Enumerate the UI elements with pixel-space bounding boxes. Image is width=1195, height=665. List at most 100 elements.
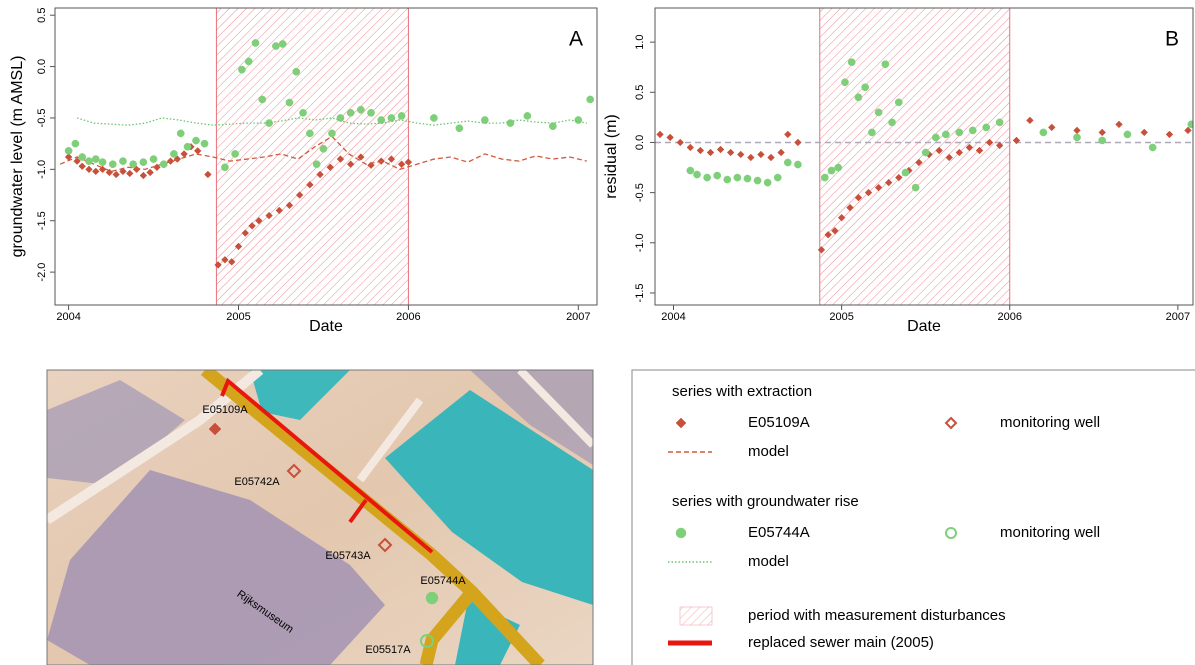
point	[170, 150, 178, 158]
point	[404, 158, 413, 166]
point	[1148, 143, 1157, 152]
point	[306, 181, 314, 189]
y-tick-label: -0.5	[36, 108, 48, 127]
point	[784, 130, 792, 139]
y-tick-label: -1.0	[36, 160, 48, 179]
y-tick-label: 0.0	[36, 59, 48, 74]
x-axis-label: Date	[309, 318, 343, 335]
point	[234, 242, 243, 251]
point	[78, 153, 87, 161]
y-tick-label: 0.5	[634, 85, 646, 100]
building	[47, 380, 185, 485]
point	[884, 178, 893, 187]
point	[1012, 136, 1021, 145]
point	[586, 95, 595, 104]
map: E05109AE05742AE05743AE05744AE05517ARijks…	[47, 370, 593, 665]
point	[278, 40, 287, 48]
well-label: E05109A	[202, 404, 248, 416]
point	[481, 116, 489, 124]
sewer-main	[220, 377, 434, 554]
point	[706, 148, 715, 157]
point	[312, 160, 321, 169]
point	[968, 126, 977, 135]
point	[193, 147, 202, 155]
point	[824, 231, 832, 239]
point	[834, 163, 843, 172]
chart: -1.5 -1.0 -0.5 0.0 0.5 1.0 2004 2005 2006 2007 Dat…	[603, 7, 1194, 335]
point	[367, 161, 375, 169]
x-tick-label: 2005	[829, 311, 853, 323]
point	[881, 60, 890, 69]
legend-label: model	[748, 443, 789, 460]
point	[208, 422, 222, 436]
point	[146, 168, 154, 177]
legend-label: E05744A	[748, 524, 810, 541]
point	[783, 158, 792, 167]
point	[675, 417, 687, 429]
point	[861, 83, 870, 92]
x-tick-label: 2007	[1166, 311, 1190, 323]
point	[139, 158, 148, 167]
panel-label: B	[1165, 28, 1179, 51]
point	[455, 124, 464, 133]
point	[888, 118, 896, 127]
point	[397, 160, 406, 168]
point	[901, 168, 910, 177]
point	[777, 148, 785, 157]
point	[356, 105, 365, 114]
x-tick-label: 2004	[661, 311, 685, 323]
x-tick-label: 2007	[566, 311, 590, 323]
building	[470, 370, 593, 465]
point	[931, 133, 940, 142]
point	[854, 93, 863, 102]
well-marker	[420, 634, 434, 648]
point	[506, 119, 515, 127]
point	[942, 130, 950, 139]
point	[874, 183, 883, 192]
point	[794, 160, 802, 169]
point	[773, 173, 782, 182]
point	[864, 188, 873, 197]
point	[126, 169, 134, 178]
point	[703, 173, 711, 182]
point	[377, 116, 386, 124]
point	[955, 148, 964, 157]
point	[221, 256, 229, 264]
point	[306, 129, 314, 138]
point	[995, 141, 1004, 150]
well-label: E05517A	[365, 644, 411, 656]
point	[1039, 128, 1048, 137]
well-marker	[377, 537, 393, 553]
building	[47, 470, 385, 665]
disturbance-period	[819, 8, 1011, 305]
point	[726, 148, 735, 157]
point	[73, 157, 81, 165]
x-tick-label: 2006	[998, 311, 1022, 323]
point	[91, 155, 100, 163]
legend-label: monitoring well	[1000, 414, 1100, 431]
legend-hatch	[679, 606, 713, 626]
x-tick-label: 2004	[56, 311, 80, 323]
panel-label: A	[569, 28, 583, 51]
point	[192, 136, 200, 145]
water	[455, 600, 520, 665]
legend-group-title: series with groundwater rise	[672, 493, 859, 510]
point	[656, 130, 664, 139]
point	[935, 146, 943, 155]
point	[982, 123, 991, 132]
point	[716, 145, 725, 154]
y-tick-label: -0.5	[634, 183, 646, 202]
point	[299, 108, 307, 117]
point	[1073, 126, 1081, 135]
point	[248, 222, 256, 230]
point	[767, 153, 775, 162]
point	[397, 112, 406, 120]
point	[92, 167, 100, 176]
point	[1026, 116, 1034, 125]
point	[894, 98, 903, 107]
point	[763, 178, 772, 187]
legend-label: monitoring well	[1000, 524, 1100, 541]
point	[425, 591, 439, 605]
point	[693, 170, 701, 179]
